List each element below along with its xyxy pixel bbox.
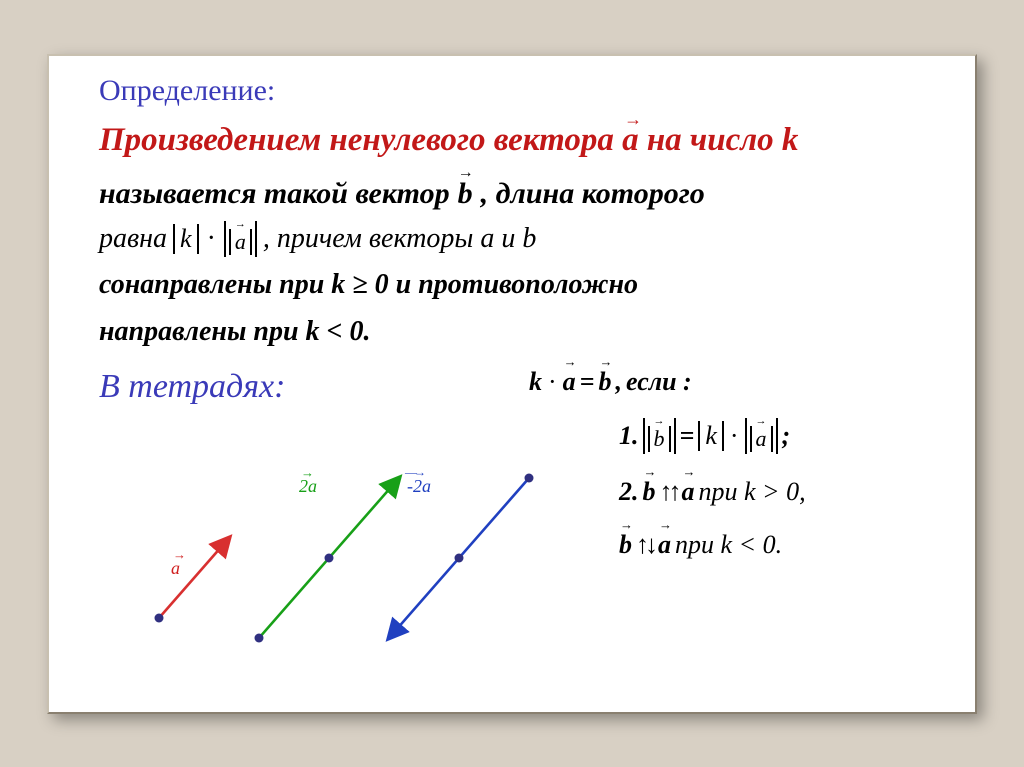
headline-part2: на число k — [639, 122, 799, 158]
label-2a: 2a — [299, 476, 317, 497]
vec-a: a — [563, 362, 576, 402]
vec-b: b — [599, 362, 612, 402]
def-line-2: равна k · a , причем векторы a и b — [99, 217, 949, 260]
codirected-icon: ↑↑ — [660, 472, 678, 512]
vector-b-symbol: b — [456, 171, 475, 218]
vector-diagram: a 2a -2a — [99, 408, 519, 648]
eq-1: 1. b = k · a ; — [619, 416, 949, 456]
opposite-icon: ↑↓ — [636, 525, 654, 565]
label-a: a — [171, 558, 180, 579]
scalar-k: k — [529, 362, 542, 402]
abs-k: k — [698, 421, 724, 451]
eq-2b: b ↑↓ a при k < 0. — [619, 525, 949, 565]
definition-headline: Произведением ненулевого вектора a на чи… — [99, 120, 949, 161]
left-column: В тетрадях: a — [99, 362, 529, 648]
def-line-4: направлены при k < 0. — [99, 308, 949, 356]
vector-a-symbol: a — [622, 120, 639, 161]
abs-vec-b: b — [643, 418, 676, 454]
vec-b: b — [643, 472, 656, 512]
notebook-label: В тетрадях: — [99, 368, 529, 406]
def-text: равна — [99, 217, 167, 260]
vec-a: a — [658, 525, 671, 565]
eq-top-text: если : — [626, 362, 692, 402]
section-title: Определение: — [99, 74, 949, 108]
eq2-label: 2. — [619, 472, 639, 512]
eq-top: k· a = b , если : — [529, 362, 949, 402]
abs-vec-a: a — [745, 418, 778, 454]
def-line-3: сонаправлены при k ≥ 0 и противоположно — [99, 261, 949, 309]
eq1-label: 1. — [619, 416, 639, 456]
eq-2a: 2. b ↑↑ a при k > 0, — [619, 472, 949, 512]
vectors-svg — [99, 408, 539, 648]
vec-b: b — [619, 525, 632, 565]
def-text: называется такой вектор — [99, 171, 450, 218]
def-text: , причем векторы a и b — [263, 217, 536, 260]
label-neg2a: -2a — [407, 476, 431, 497]
lower-area: В тетрадях: a — [99, 362, 949, 648]
right-column: k· a = b , если : 1. b = k · a ; 2. b ↑↑ — [529, 362, 949, 648]
def-line-1: называется такой вектор b , длина которо… — [99, 171, 949, 218]
abs-vec-a: a — [224, 221, 257, 257]
vec-a: a — [682, 472, 695, 512]
slide-card: Определение: Произведением ненулевого ве… — [47, 54, 977, 714]
definition-body: называется такой вектор b , длина которо… — [99, 171, 949, 356]
cond-lt: при k < 0. — [675, 525, 782, 565]
def-text: , длина которого — [481, 171, 705, 218]
abs-k: k — [173, 224, 199, 254]
cond-gt: при k > 0, — [699, 472, 806, 512]
dot: · — [205, 217, 218, 260]
headline-part1: Произведением ненулевого вектора — [99, 122, 622, 158]
